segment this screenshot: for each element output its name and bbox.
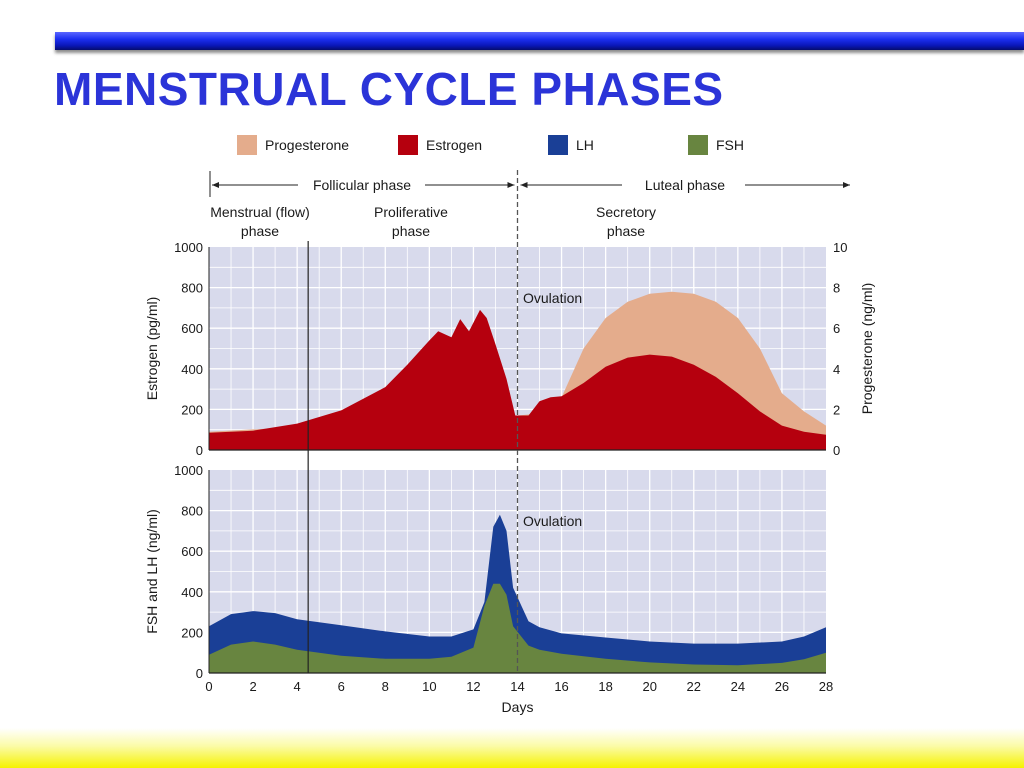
- legend-swatch-progesterone: [237, 135, 257, 155]
- y-tick-label: 600: [181, 544, 203, 559]
- y-tick-label: 0: [196, 666, 203, 681]
- y-tick-label: 800: [181, 281, 203, 296]
- legend-label-lh: LH: [576, 137, 594, 153]
- x-tick-label: 0: [205, 679, 212, 694]
- x-tick-label: 24: [731, 679, 745, 694]
- x-tick-label: 20: [642, 679, 656, 694]
- series-area-estrogen: [209, 309, 826, 450]
- right-y-tick-label: 6: [833, 321, 840, 336]
- y-tick-label: 200: [181, 402, 203, 417]
- legend-swatch-fsh: [688, 135, 708, 155]
- x-tick-label: 4: [294, 679, 301, 694]
- footer-bar-decoration: [0, 728, 1024, 768]
- y-axis-title: FSH and LH (ng/ml): [144, 509, 160, 633]
- right-y-tick-label: 0: [833, 443, 840, 458]
- luteal-phase-label: Luteal phase: [645, 177, 725, 193]
- legend-swatch-lh: [548, 135, 568, 155]
- luteal-arrow-left-head: [520, 182, 528, 188]
- x-tick-label: 10: [422, 679, 436, 694]
- secretory-phase-label-line-2: phase: [607, 223, 645, 239]
- y-tick-label: 400: [181, 585, 203, 600]
- x-tick-label: 12: [466, 679, 480, 694]
- ovulation-annotation: Ovulation: [523, 513, 582, 529]
- y-tick-label: 400: [181, 362, 203, 377]
- legend-swatch-estrogen: [398, 135, 418, 155]
- proliferative-phase-label-line-2: phase: [392, 223, 430, 239]
- menstrual-phase-label-line-1: Menstrual (flow): [210, 204, 310, 220]
- x-tick-label: 16: [554, 679, 568, 694]
- legend: Progesterone Estrogen LH FSH: [237, 135, 744, 155]
- x-tick-label: 2: [249, 679, 256, 694]
- luteal-arrow-right-head: [843, 182, 850, 188]
- follicular-phase-label: Follicular phase: [313, 177, 411, 193]
- legend-label-progesterone: Progesterone: [265, 137, 349, 153]
- proliferative-phase-label-line-1: Proliferative: [374, 204, 448, 220]
- right-y-tick-label: 2: [833, 402, 840, 417]
- right-y-tick-label: 8: [833, 281, 840, 296]
- secretory-phase-label-line-1: Secretory: [596, 204, 656, 220]
- follicular-arrow-right-head: [507, 182, 515, 188]
- x-tick-label: 28: [819, 679, 833, 694]
- y-axis-title: Estrogen (pg/ml): [144, 297, 160, 400]
- right-y-axis-title: Progesterone (ng/ml): [859, 283, 875, 415]
- x-tick-label: 26: [775, 679, 789, 694]
- phase-markers: [307, 170, 519, 673]
- right-y-tick-label: 10: [833, 240, 847, 255]
- series-area-fsh: [209, 583, 826, 673]
- x-tick-label: 18: [598, 679, 612, 694]
- series-area-lh: [209, 514, 826, 673]
- x-tick-label: 22: [687, 679, 701, 694]
- x-tick-label: 6: [338, 679, 345, 694]
- y-tick-label: 600: [181, 321, 203, 336]
- x-axis-title: Days: [502, 699, 534, 715]
- legend-label-fsh: FSH: [716, 137, 744, 153]
- x-tick-label: 14: [510, 679, 524, 694]
- y-tick-label: 800: [181, 504, 203, 519]
- ovulation-annotation: Ovulation: [523, 290, 582, 306]
- top-panel: 0 200 400 600 800 1000 Estrogen (pg/ml) 0 2 4 6 8 10…: [144, 240, 875, 458]
- right-y-tick-label: 4: [833, 362, 840, 377]
- x-tick-label: 8: [382, 679, 389, 694]
- y-tick-label: 200: [181, 625, 203, 640]
- page-title: MENSTRUAL CYCLE PHASES: [54, 63, 724, 115]
- y-tick-label: 0: [196, 443, 203, 458]
- menstrual-phase-label-line-2: phase: [241, 223, 279, 239]
- legend-label-estrogen: Estrogen: [426, 137, 482, 153]
- y-tick-label: 1000: [174, 463, 203, 478]
- phase-header: Follicular phase Luteal phase Menstrual (f…: [209, 171, 850, 239]
- title-bar-decoration: [55, 32, 1024, 50]
- follicular-arrow-left-head: [212, 182, 219, 188]
- y-tick-label: 1000: [174, 240, 203, 255]
